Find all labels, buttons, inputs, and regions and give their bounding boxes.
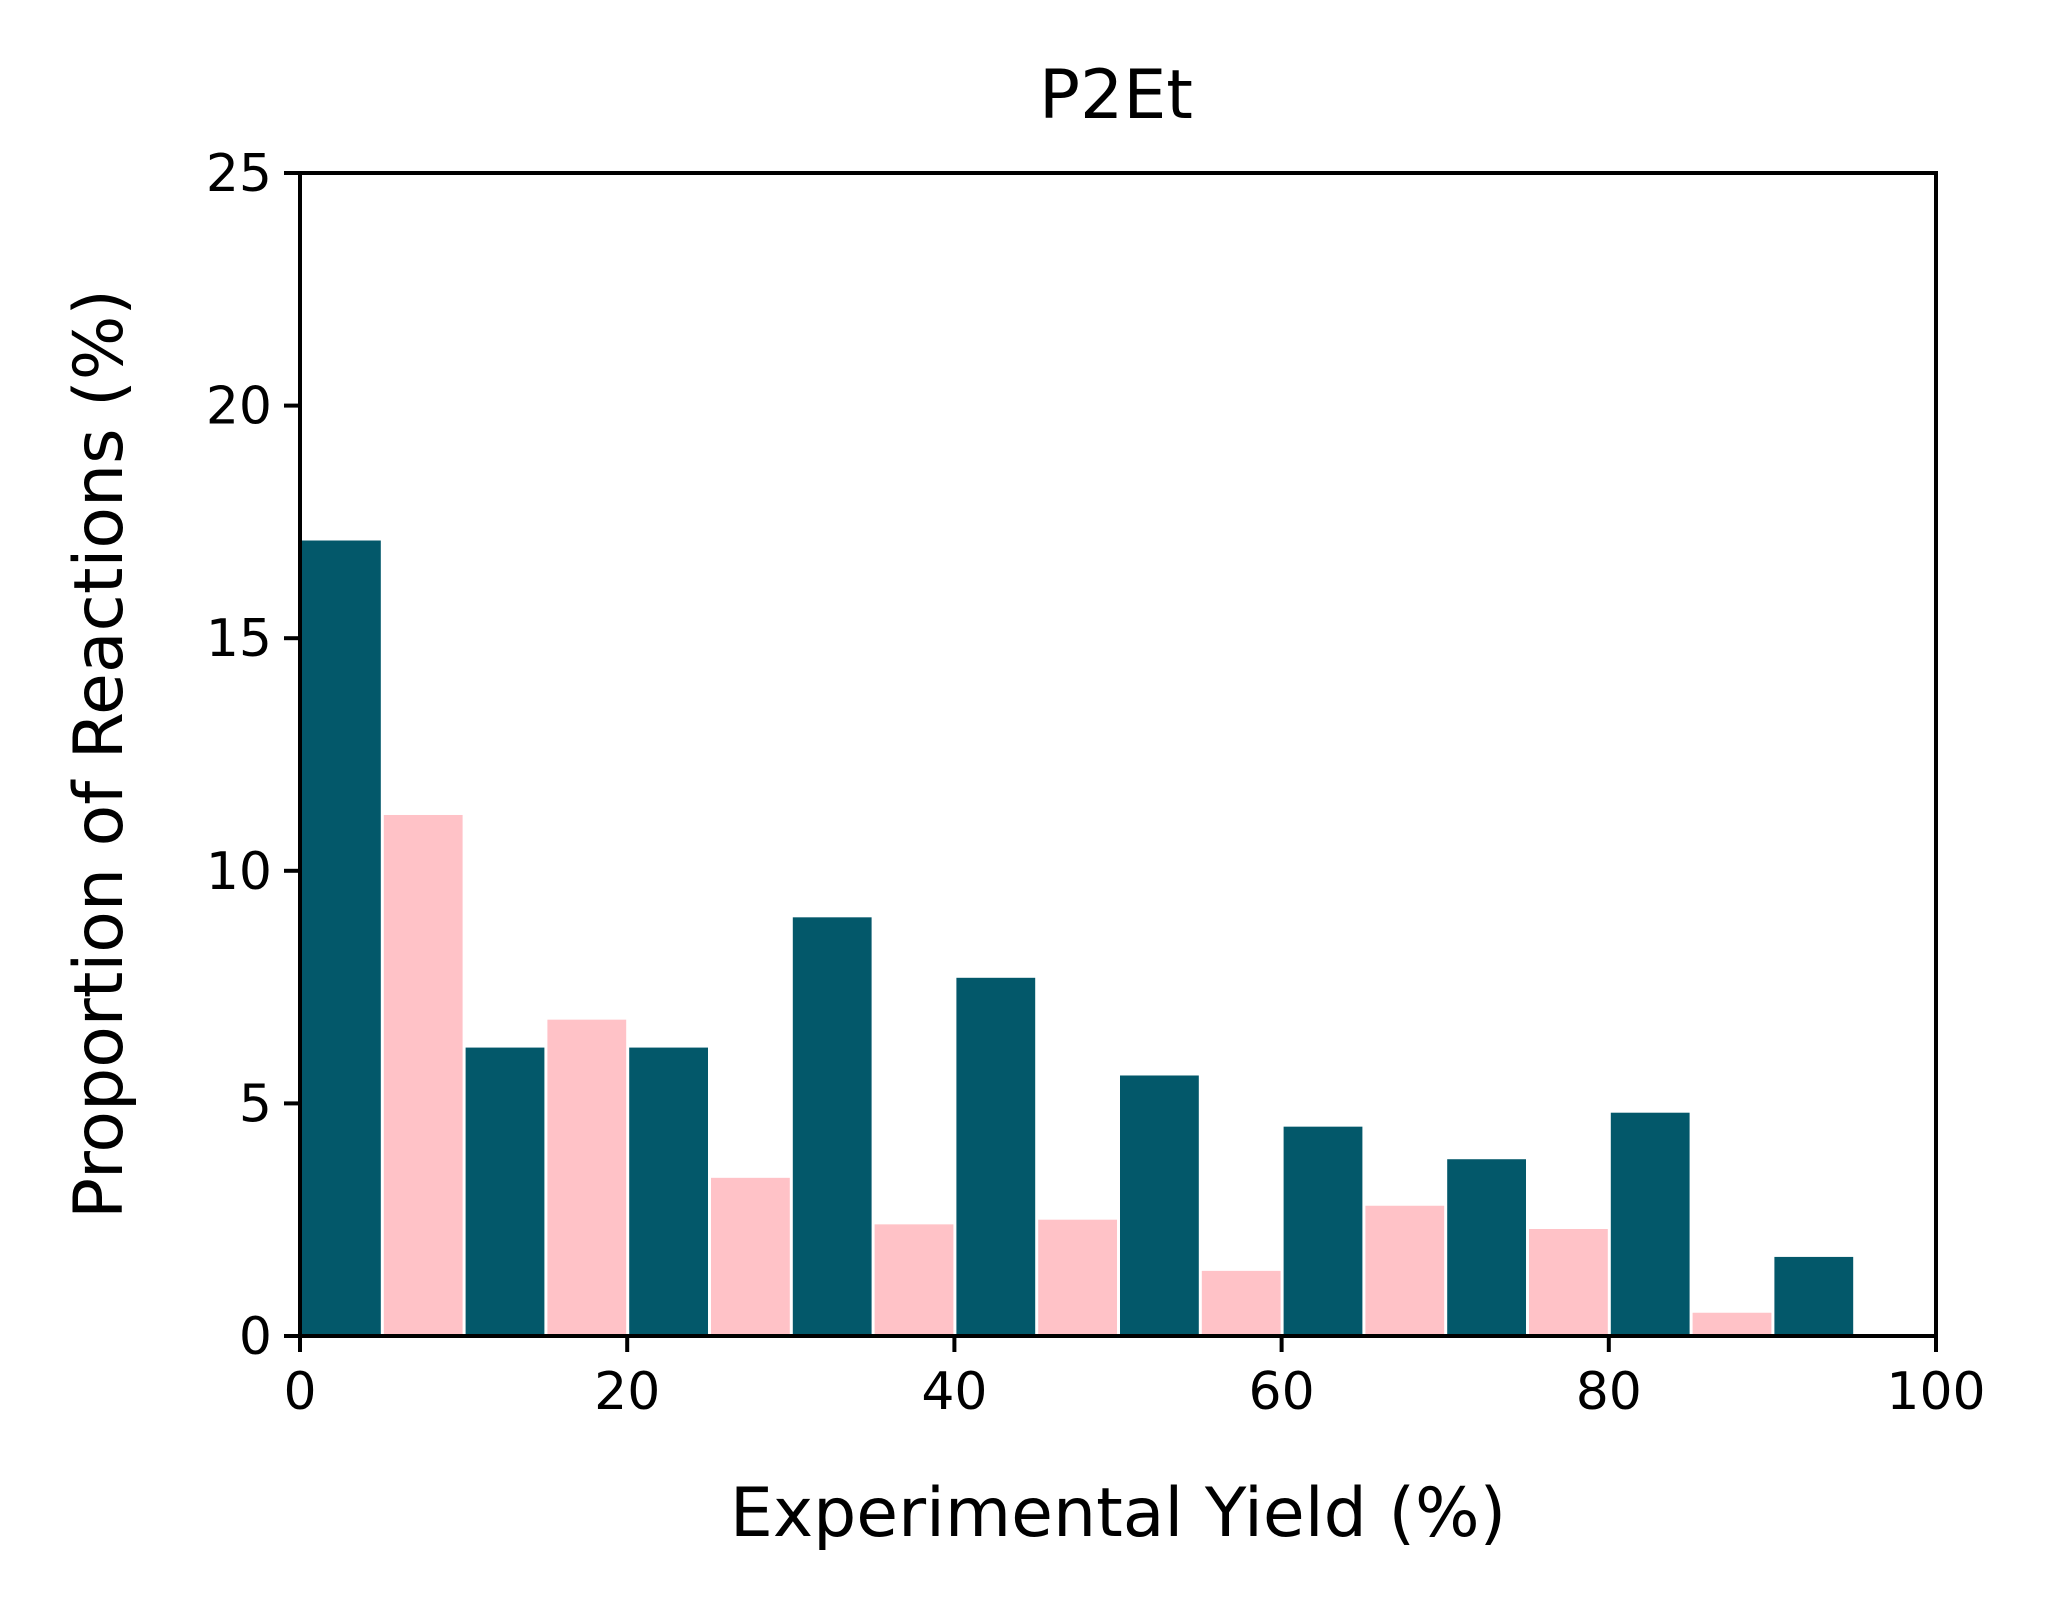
bar-series2-bin9 <box>1692 1312 1772 1336</box>
plot-frame <box>298 171 1938 1338</box>
bar-series1-bin10 <box>1774 1256 1854 1336</box>
y-tick-label: 5 <box>239 1074 272 1134</box>
chart-title: P2Et <box>1039 56 1193 135</box>
bar-series2-bin8 <box>1529 1229 1608 1336</box>
y-tick-label: 0 <box>239 1307 272 1367</box>
x-axis-label: Experimental Yield (%) <box>730 1474 1506 1553</box>
bar-series2-bin5 <box>1038 1219 1117 1336</box>
bar-series1-bin8 <box>1447 1159 1526 1336</box>
bar-series1-bin2 <box>465 1047 545 1336</box>
bar-series2-bin2 <box>547 1019 627 1336</box>
bar-series2-bin7 <box>1365 1205 1445 1336</box>
bar-series1-bin5 <box>956 977 1036 1336</box>
y-axis-label: Proportion of Reactions (%) <box>60 289 139 1219</box>
bar-series1-bin9 <box>1610 1112 1690 1336</box>
y-tick-label: 25 <box>206 144 272 204</box>
bar-series1-bin6 <box>1120 1075 1199 1336</box>
bar-series2-bin3 <box>711 1177 790 1336</box>
bar-series2-bin4 <box>874 1224 954 1336</box>
y-tick-label: 10 <box>206 842 272 902</box>
bar-series2-bin6 <box>1201 1270 1281 1336</box>
bar-series1-bin3 <box>629 1047 708 1336</box>
y-tick-label: 20 <box>206 377 272 437</box>
bar-series2-bin1 <box>383 814 463 1336</box>
x-tick-label: 20 <box>594 1362 660 1422</box>
bar-series1-bin1 <box>302 540 381 1336</box>
x-tick-label: 100 <box>1886 1362 1985 1422</box>
x-axis-ticks: 0 20 40 60 80 100 <box>283 1336 1986 1422</box>
bar-series1-bin4 <box>792 917 872 1336</box>
x-tick-label: 60 <box>1249 1362 1315 1422</box>
bar-series1-bin7 <box>1283 1126 1363 1336</box>
x-tick-label: 80 <box>1576 1362 1642 1422</box>
x-tick-label: 0 <box>283 1362 316 1422</box>
y-tick-label: 15 <box>206 609 272 669</box>
x-tick-label: 40 <box>921 1362 987 1422</box>
bars-group <box>302 540 1854 1336</box>
y-axis-ticks: 0 5 10 15 20 25 <box>206 144 300 1367</box>
